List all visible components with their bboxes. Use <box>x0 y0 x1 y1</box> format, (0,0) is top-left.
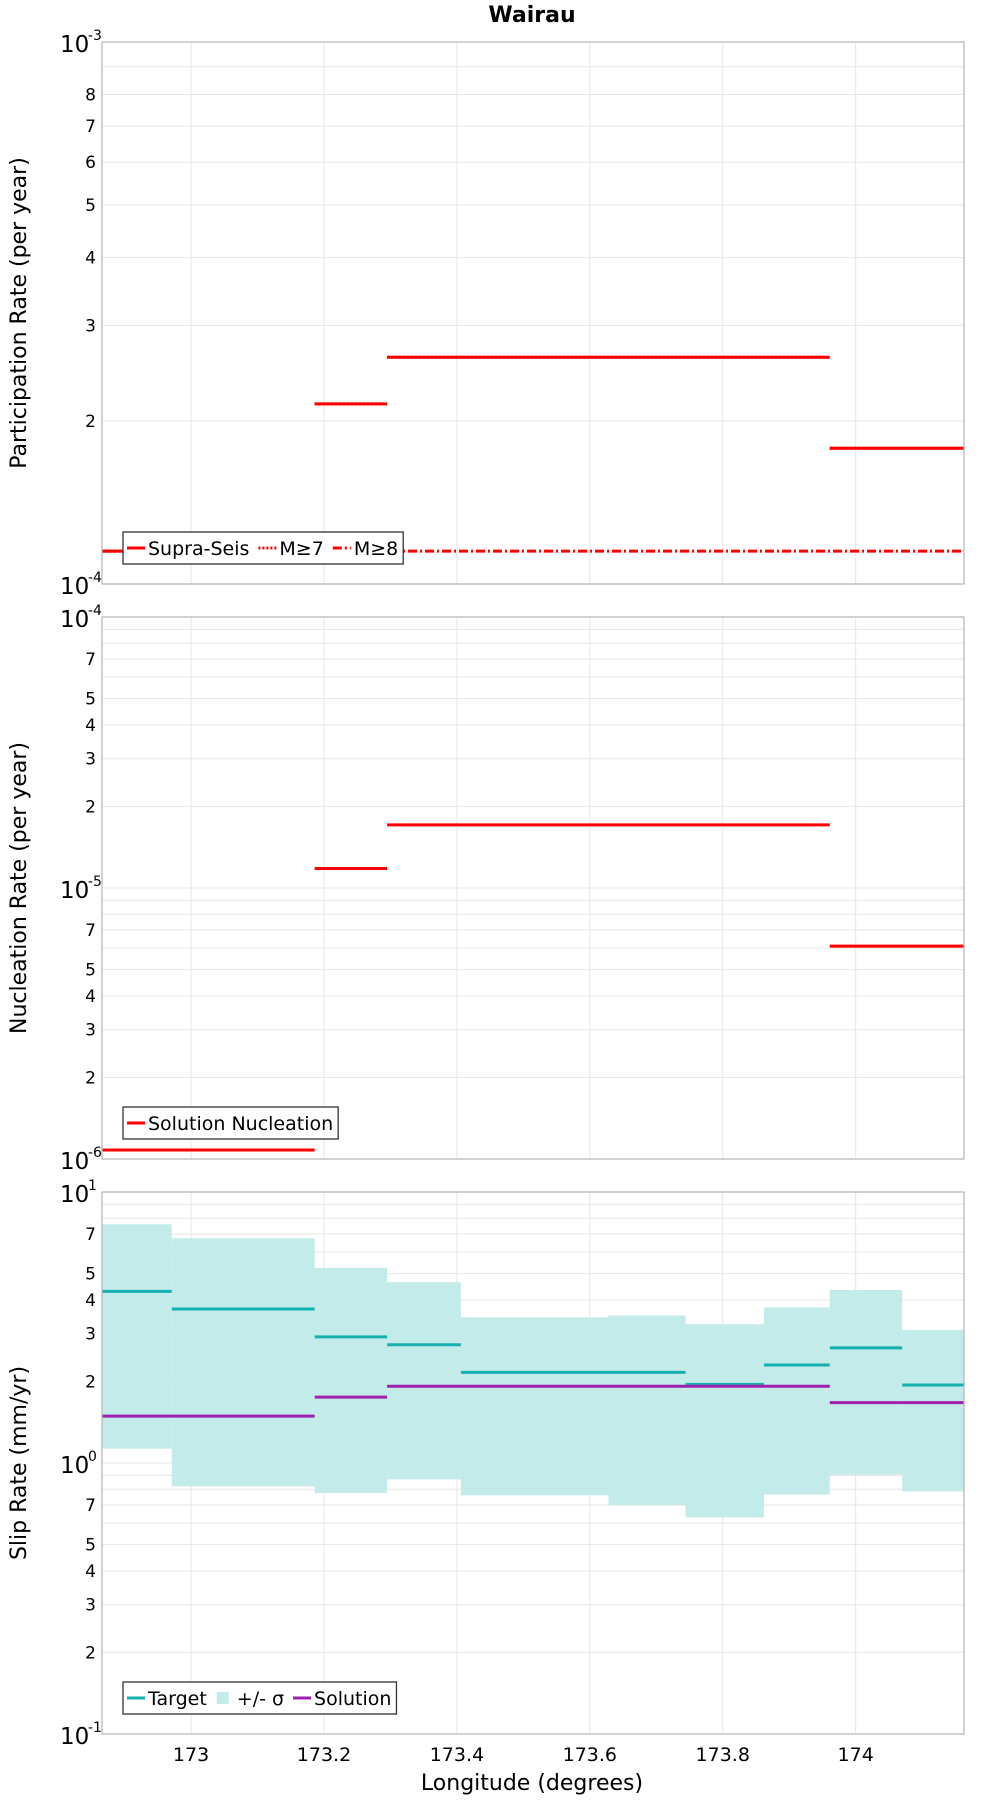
y-tick-label: 5 <box>85 196 96 216</box>
y-tick-label: 4 <box>85 1291 96 1311</box>
x-tick-label: 173 <box>173 1744 209 1766</box>
y-decade-exponent: -6 <box>88 1145 102 1161</box>
y-tick-label: 3 <box>85 1596 96 1616</box>
series-target <box>102 1289 964 1387</box>
x-tick-label: 173.4 <box>430 1744 484 1766</box>
y-decade-label: 10 <box>60 607 89 633</box>
y-decade-exponent: -3 <box>88 28 102 44</box>
y-tick-label: 2 <box>85 1372 96 1392</box>
legend-label: Solution Nucleation <box>148 1113 333 1135</box>
sigma-band-segment <box>102 1224 172 1449</box>
x-tick-label: 173.8 <box>696 1744 750 1766</box>
y-tick-label: 2 <box>85 412 96 432</box>
legend-label: +/- σ <box>237 1688 284 1710</box>
y-tick-label: 7 <box>85 650 96 670</box>
y-tick-label: 3 <box>85 316 96 336</box>
legend-label: Supra-Seis <box>148 538 249 560</box>
y-tick-label: 5 <box>85 690 96 710</box>
plot-frame <box>101 1191 965 1735</box>
x-axis-label: Longitude (degrees) <box>421 1771 643 1796</box>
plot-frame <box>101 616 965 1160</box>
y-tick-label: 4 <box>85 249 96 269</box>
sigma-band-segment <box>460 1317 609 1496</box>
y-tick-label: 2 <box>85 797 96 817</box>
series-solution <box>102 1384 964 1418</box>
y-tick-label: 5 <box>85 1536 96 1556</box>
y-tick-label: 7 <box>85 1225 96 1245</box>
sigma-band-segment <box>902 1329 964 1492</box>
y-tick-label: 3 <box>85 1021 96 1041</box>
grid <box>102 617 964 1159</box>
plot-area <box>102 42 964 584</box>
legend-label: M≥8 <box>354 538 398 560</box>
grid <box>102 42 964 584</box>
y-decade-label: 10 <box>60 1149 89 1175</box>
legend-box <box>122 1681 398 1715</box>
x-tick-label: 174 <box>838 1744 874 1766</box>
chart-title: Wairau <box>488 3 575 28</box>
y-decade-label: 10 <box>60 574 89 600</box>
plot-frame <box>101 41 965 585</box>
y-decade-label: 10 <box>60 1182 89 1208</box>
legend-swatch <box>216 1692 229 1704</box>
y-decade-label: 10 <box>60 878 89 904</box>
y-tick-label: 4 <box>85 1562 96 1582</box>
y-tick-label: 8 <box>85 86 96 106</box>
y-tick-label: 7 <box>85 1496 96 1516</box>
series-solution-nucleation <box>102 823 964 1152</box>
x-axis-ticks: 173 173.2 173.4 173.6 173.8 174 <box>173 1744 874 1766</box>
y-decade-exponent: -5 <box>88 874 102 890</box>
y-decade-exponent: 1 <box>88 1178 97 1194</box>
y-decade-exponent: -1 <box>88 1720 102 1736</box>
y-decade-exponent: 0 <box>88 1449 97 1465</box>
legend-label: M≥7 <box>279 538 323 560</box>
y-axis-label: Participation Rate (per year) <box>7 157 32 469</box>
sigma-band-segment <box>685 1324 764 1518</box>
x-tick-label: 173.6 <box>563 1744 617 1766</box>
y-tick-label: 3 <box>85 750 96 770</box>
y-decade-label: 10 <box>60 1724 89 1750</box>
sigma-band-segment <box>387 1282 461 1480</box>
y-tick-label: 7 <box>85 117 96 137</box>
y-axis-label: Nucleation Rate (per year) <box>7 742 32 1034</box>
y-tick-label: 5 <box>85 1265 96 1285</box>
y-decade-label: 10 <box>60 32 89 58</box>
y-decade-exponent: -4 <box>88 603 102 619</box>
sigma-band-segment <box>763 1307 830 1495</box>
legend: Target +/- σ Solution <box>122 1681 398 1715</box>
y-tick-label: 2 <box>85 1068 96 1088</box>
y-decade-label: 10 <box>60 1453 89 1479</box>
x-tick-label: 173.2 <box>297 1744 351 1766</box>
y-tick-label: 3 <box>85 1325 96 1345</box>
y-decade-exponent: -4 <box>88 570 102 586</box>
y-axis-label: Slip Rate (mm/yr) <box>7 1366 32 1560</box>
legend: Supra-Seis M≥7 M≥8 <box>122 531 404 565</box>
sigma-band-segment <box>608 1315 686 1505</box>
sigma-band-segment <box>171 1238 315 1487</box>
sigma-band-segment <box>314 1267 388 1493</box>
y-tick-label: 6 <box>85 153 96 173</box>
y-tick-label: 4 <box>85 716 96 736</box>
sigma-band-segment <box>829 1289 903 1475</box>
legend-box <box>122 1106 339 1140</box>
y-tick-label: 7 <box>85 921 96 941</box>
legend: Solution Nucleation <box>122 1106 339 1140</box>
legend-label: Target <box>147 1688 207 1710</box>
y-tick-label: 4 <box>85 987 96 1007</box>
y-tick-label: 2 <box>85 1643 96 1663</box>
legend-label: Solution <box>314 1688 391 1710</box>
y-tick-label: 5 <box>85 961 96 981</box>
